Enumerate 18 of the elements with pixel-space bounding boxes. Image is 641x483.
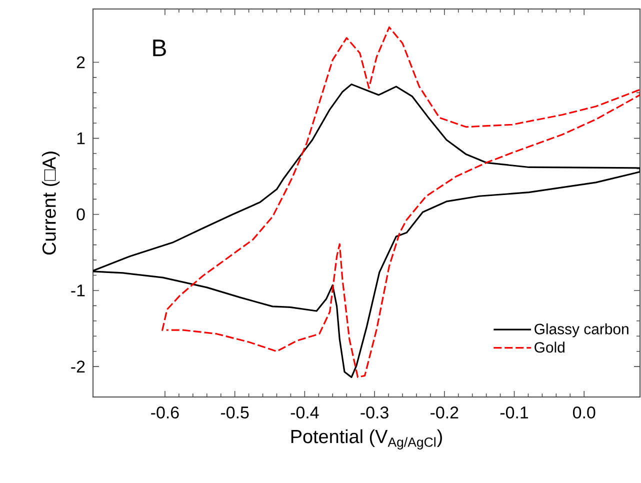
x-tick-label: -0.1 bbox=[500, 406, 528, 419]
x-tick-label: -0.4 bbox=[290, 406, 319, 419]
x-tick-label: 0.0 bbox=[573, 406, 596, 419]
legend-label: Glassy carbon bbox=[534, 323, 628, 338]
y-tick-label: 2 bbox=[76, 56, 85, 68]
y-tick-label: -1 bbox=[71, 284, 85, 296]
x-tick-label: -0.3 bbox=[360, 406, 388, 419]
x-tick-label: -0.6 bbox=[151, 406, 179, 419]
annotation: B bbox=[153, 40, 166, 56]
y-tick-label: 0 bbox=[76, 208, 85, 220]
y-axis-title: Current (□A) bbox=[42, 152, 60, 255]
line-series bbox=[93, 84, 640, 378]
legend-label: Gold bbox=[534, 342, 564, 353]
x-axis-title: Potential (V$_{Ag/AgCl}$) bbox=[291, 429, 442, 450]
x-tick-label: -0.2 bbox=[430, 406, 458, 419]
y-tick-label: 1 bbox=[77, 132, 85, 144]
y-tick-label: -2 bbox=[71, 360, 85, 372]
x-tick-label: -0.5 bbox=[220, 406, 249, 419]
